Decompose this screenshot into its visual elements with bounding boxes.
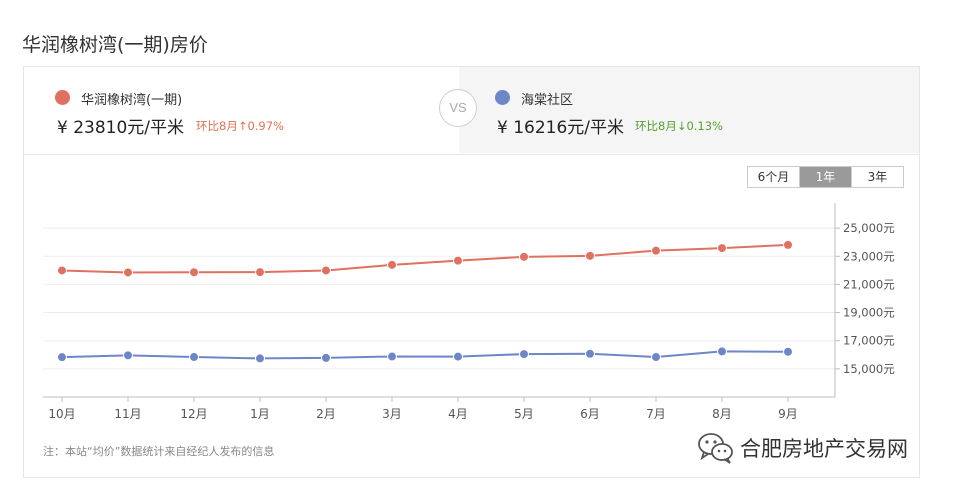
x-tick-label: 5月 (514, 407, 534, 421)
series-point-1 (387, 351, 397, 362)
series-point-1 (123, 350, 133, 361)
series-point-1 (255, 353, 265, 364)
series-point-1 (453, 351, 463, 362)
x-tick-label: 1月 (250, 407, 270, 421)
x-tick-label: 10月 (48, 407, 75, 421)
range-3-years-button[interactable]: 3年 (852, 167, 903, 187)
y-tick-label: 25,000元 (843, 221, 895, 235)
series-point-1 (519, 349, 529, 360)
series-point-0 (123, 267, 133, 278)
x-tick-label: 11月 (114, 407, 141, 421)
x-tick-label: 8月 (712, 407, 732, 421)
series-point-0 (519, 251, 529, 262)
series-point-0 (783, 239, 793, 250)
left-estate-change: 环比8月↑0.97% (196, 119, 284, 133)
series-point-1 (651, 352, 661, 363)
vs-badge: VS (439, 89, 477, 127)
series-dot-right (495, 90, 510, 105)
right-estate-price: ¥ 16216元/平米 (497, 118, 625, 138)
y-tick-label: 19,000元 (843, 306, 895, 320)
right-estate-name: 海棠社区 (521, 93, 574, 108)
price-chart: 25,000元 23,000元 21,000元 19,000元 17,000元 15,00… (43, 203, 895, 421)
price-panel: 华润橡树湾(一期) ¥ 23810元/平米 环比8月↑0.97% 海棠社区 ¥ … (23, 66, 920, 478)
x-tick-label: 12月 (180, 407, 207, 421)
series-point-0 (255, 267, 265, 278)
series-line-1 (61, 350, 789, 360)
series-point-1 (57, 352, 67, 363)
left-estate-price: ¥ 23810元/平米 (57, 118, 185, 138)
series-point-1 (189, 352, 199, 363)
compare-right: 海棠社区 ¥ 16216元/平米 环比8月↓0.13% (459, 67, 919, 153)
watermark-text: 合肥房地产交易网 (740, 437, 908, 461)
series-point-1 (321, 352, 331, 363)
right-estate-change: 环比8月↓0.13% (635, 119, 723, 133)
series-point-0 (387, 259, 397, 270)
range-toggle: 6个月 1年 3年 (747, 166, 904, 188)
series-point-0 (321, 265, 331, 276)
x-tick-label: 6月 (580, 407, 600, 421)
series-point-1 (585, 348, 595, 359)
series-point-1 (717, 346, 727, 357)
footnote: 注：本站“均价”数据统计来自经纪人发布的信息 (43, 445, 275, 458)
series-point-0 (57, 265, 67, 276)
x-tick-label: 2月 (316, 407, 336, 421)
series-point-0 (189, 267, 199, 278)
series-point-0 (717, 243, 727, 254)
left-estate-name: 华润橡树湾(一期) (81, 93, 183, 108)
series-point-0 (651, 245, 661, 256)
x-tick-label: 9月 (778, 407, 798, 421)
compare-left: 华润橡树湾(一期) ¥ 23810元/平米 环比8月↑0.97% (24, 67, 459, 153)
series-line-0 (61, 243, 789, 274)
x-tick-label: 7月 (646, 407, 666, 421)
y-tick-label: 17,000元 (843, 334, 895, 348)
wechat-icon (698, 433, 733, 464)
watermark: 合肥房地产交易网 (696, 430, 908, 466)
range-6-months-button[interactable]: 6个月 (748, 167, 800, 187)
series-point-0 (453, 255, 463, 266)
series-point-1 (783, 346, 793, 357)
series-dot-left (55, 90, 70, 105)
x-tick-label: 4月 (448, 407, 468, 421)
y-tick-label: 21,000元 (843, 277, 895, 291)
range-1-year-button[interactable]: 1年 (800, 167, 852, 187)
y-tick-label: 23,000元 (843, 249, 895, 263)
series-point-0 (585, 250, 595, 261)
y-tick-label: 15,000元 (843, 362, 895, 376)
x-tick-label: 3月 (382, 407, 402, 421)
compare-bar: 华润橡树湾(一期) ¥ 23810元/平米 环比8月↑0.97% 海棠社区 ¥ … (24, 67, 919, 155)
page-title: 华润橡树湾(一期)房价 (22, 34, 208, 56)
